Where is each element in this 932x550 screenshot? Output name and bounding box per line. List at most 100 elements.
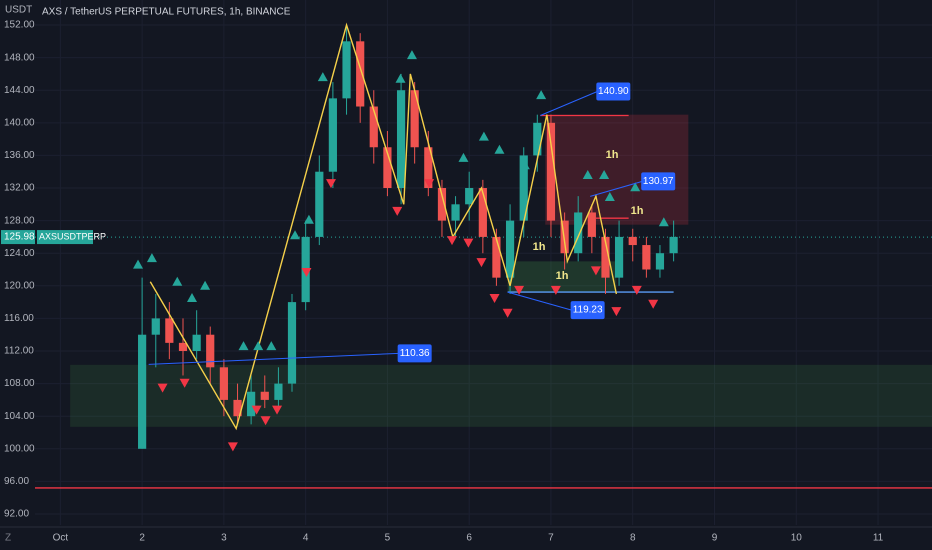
candle-body: [628, 236, 637, 246]
buy-signal: [133, 259, 144, 269]
x-tick-label: 4: [303, 533, 309, 544]
y-tick-label: 104.00: [4, 411, 35, 422]
buy-signal: [186, 293, 197, 303]
sell-signal: [648, 299, 659, 309]
axis-unit: USDT: [5, 5, 32, 16]
candle-body: [247, 391, 256, 417]
callout-connector: [590, 180, 643, 197]
candle-body: [356, 41, 365, 107]
y-tick-label: 140.00: [4, 117, 35, 128]
last-price-tag: [1, 230, 35, 245]
candle-body: [369, 106, 378, 148]
sell-signal: [251, 405, 262, 415]
last-price-label: 125.98: [4, 232, 35, 243]
y-tick-label: 96.00: [4, 476, 29, 487]
sell-signal: [550, 285, 561, 295]
callout-connector: [148, 352, 399, 365]
candle-body: [287, 302, 297, 384]
callout-box: [596, 82, 631, 101]
price-axis: [0, 0, 35, 550]
candle-body: [533, 122, 542, 156]
buy-signal: [582, 169, 593, 179]
callout-connector: [507, 291, 572, 311]
candle-body: [655, 253, 665, 270]
buy-signal: [172, 276, 183, 286]
buy-signal: [238, 341, 249, 351]
y-tick-label: 144.00: [4, 85, 35, 96]
candle-body: [383, 147, 392, 189]
candle-body: [178, 342, 188, 352]
candle-body: [424, 147, 433, 189]
candle-body: [274, 383, 283, 400]
buy-signal: [604, 191, 615, 201]
x-tick-label: 6: [466, 533, 472, 544]
zone: [545, 114, 689, 225]
buy-signal: [200, 280, 211, 290]
candle-body: [505, 220, 515, 278]
callout-label: 140.90: [598, 86, 629, 97]
candle-body: [601, 236, 610, 278]
candle-body: [396, 90, 406, 189]
y-tick-label: 148.00: [4, 52, 35, 63]
candle-body: [165, 318, 174, 343]
logo: Z: [5, 533, 11, 544]
zigzag-line: [149, 22, 618, 431]
candle-body: [206, 334, 215, 368]
candle-body: [519, 155, 528, 221]
y-tick-label: 124.00: [4, 248, 35, 259]
candle-body: [138, 334, 147, 449]
candle-body: [642, 245, 651, 270]
x-tick-label: 8: [630, 533, 636, 544]
candle-body: [587, 212, 596, 237]
sell-signal: [179, 378, 190, 388]
buy-signal: [253, 341, 264, 351]
callout-box: [570, 301, 605, 320]
sell-signal: [260, 416, 271, 426]
chart-title: AXS / TetherUS PERPETUAL FUTURES, 1h, BI…: [42, 7, 291, 18]
buy-signal: [395, 73, 406, 83]
candle-body: [151, 318, 160, 335]
sell-signal: [272, 405, 283, 415]
buy-signal: [519, 160, 530, 170]
sell-signal: [514, 285, 525, 295]
sell-signal: [424, 179, 435, 189]
buy-signal: [658, 217, 669, 227]
buy-signal: [290, 230, 301, 240]
buy-signal: [317, 72, 328, 82]
candle-body: [465, 188, 474, 205]
buy-signal: [599, 169, 610, 179]
sell-signal: [502, 308, 513, 318]
callout-label: 119.23: [573, 305, 603, 316]
buy-signal: [146, 253, 157, 263]
x-tick-label: 10: [791, 533, 803, 544]
x-tick-label: 9: [712, 533, 718, 544]
candle-body: [546, 122, 556, 221]
buy-signal: [266, 341, 277, 351]
y-tick-label: 132.00: [4, 183, 35, 194]
candle-body: [560, 220, 569, 254]
candle-body: [233, 399, 242, 417]
y-tick-label: 100.00: [4, 443, 35, 454]
y-tick-label: 152.00: [4, 20, 35, 31]
timeframe-label: 1h: [606, 149, 619, 161]
candle-body: [410, 90, 419, 148]
buy-signal: [303, 214, 314, 224]
x-tick-label: 7: [548, 533, 554, 544]
callout-label: 110.36: [400, 348, 430, 359]
callout-box: [397, 344, 432, 363]
sell-signal: [476, 258, 487, 268]
candle-body: [192, 334, 201, 352]
y-tick-label: 112.00: [4, 346, 34, 357]
timeframe-label: 1h: [533, 241, 546, 253]
buy-signal: [494, 144, 505, 154]
y-tick-label: 92.00: [4, 509, 29, 520]
sell-signal: [611, 307, 622, 317]
sell-signal: [301, 267, 312, 277]
candle-body: [492, 236, 501, 278]
sell-signal: [590, 266, 601, 276]
sell-signal: [227, 442, 238, 452]
y-tick-label: 136.00: [4, 150, 35, 161]
timeframe-label: 1h: [556, 270, 569, 282]
candle-body: [260, 391, 269, 400]
buy-signal: [536, 90, 547, 100]
